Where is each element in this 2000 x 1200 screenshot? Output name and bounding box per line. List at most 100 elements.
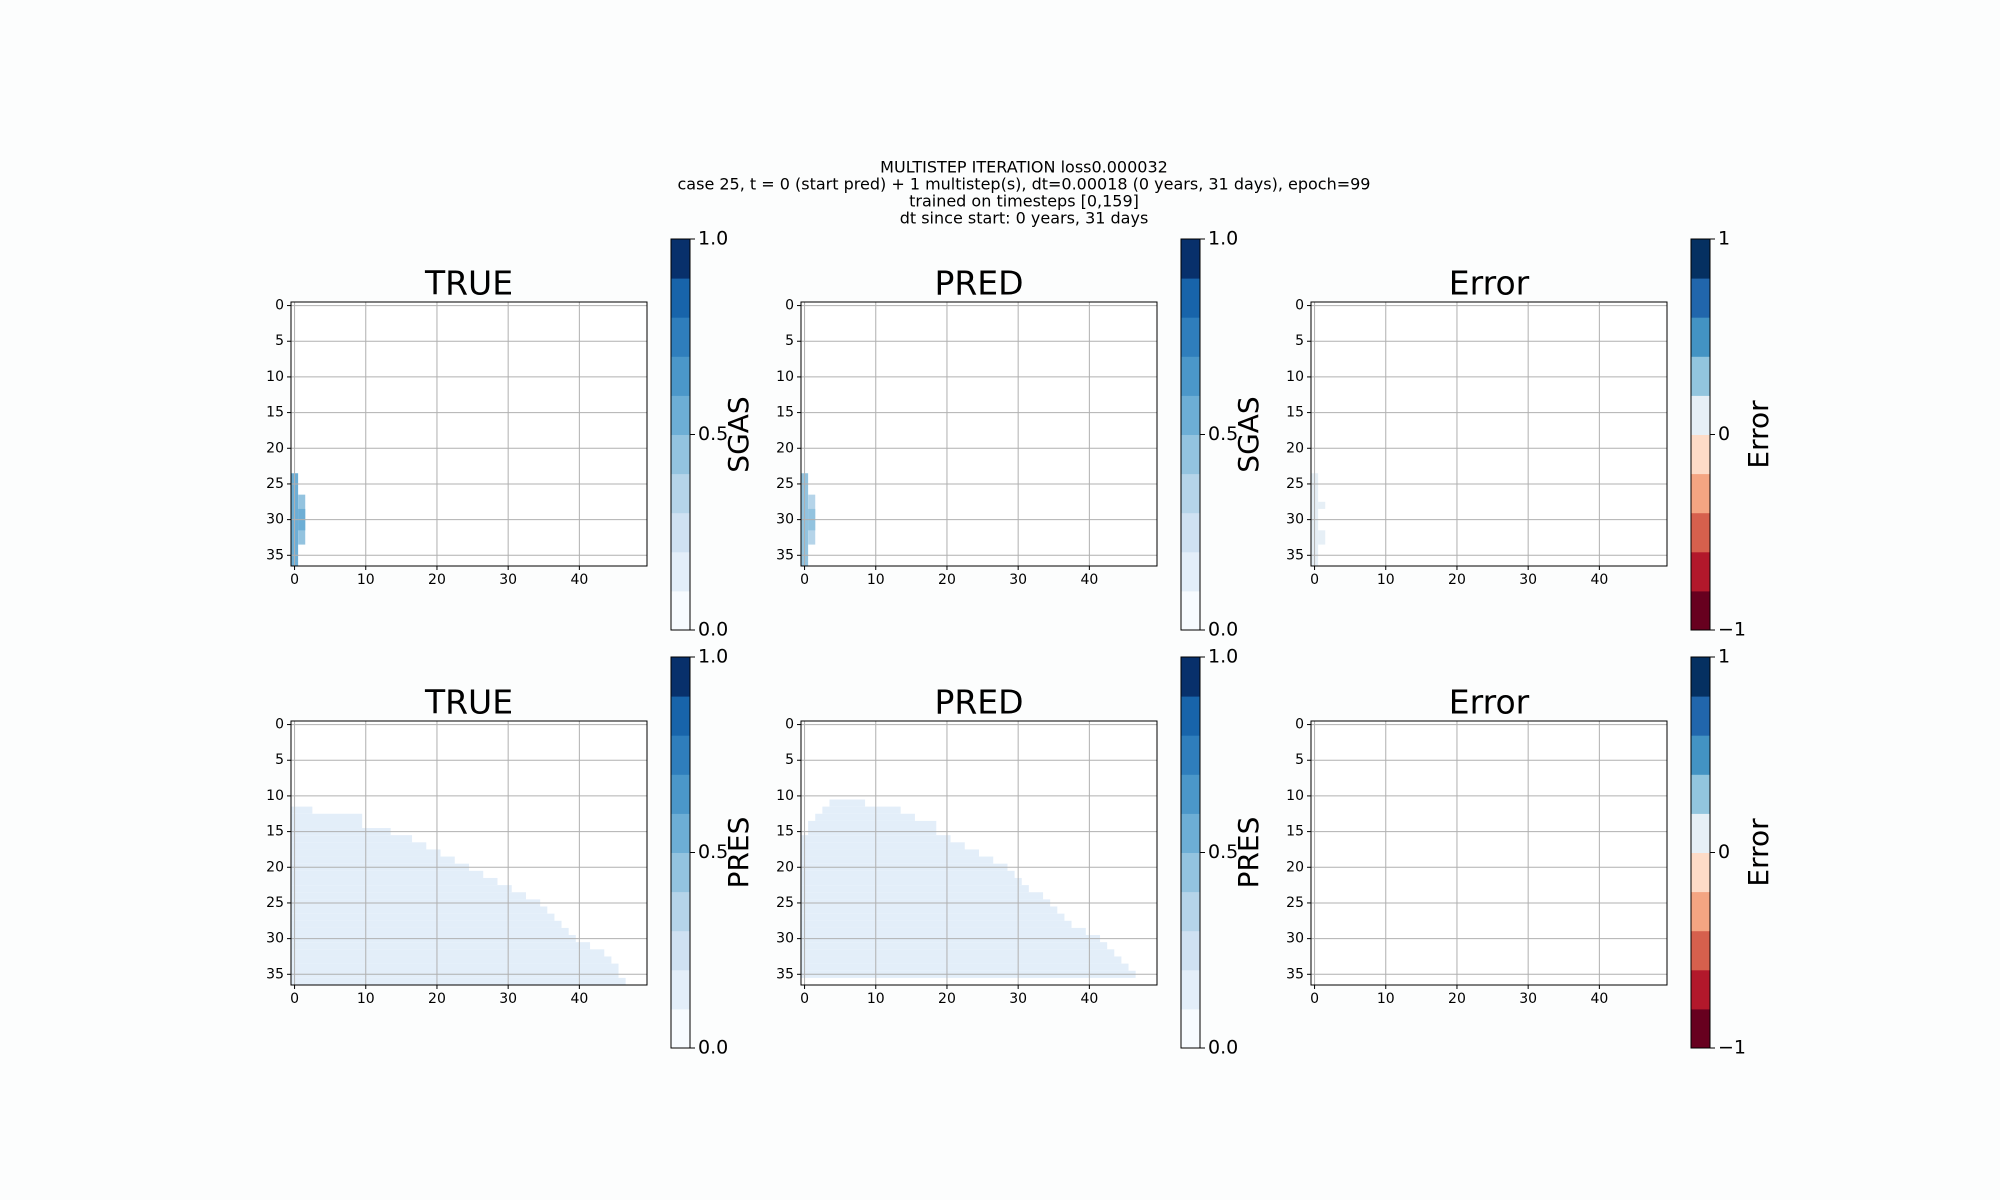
colorbar-band [1691,590,1710,631]
y-tick-label: 5 [1295,752,1304,768]
suptitle-line: MULTISTEP ITERATION loss0.000032 [880,158,1168,177]
y-tick-label: 15 [1286,405,1304,421]
x-tick-label: 40 [1590,572,1608,588]
axes-frame [1310,720,1668,986]
y-tick-label: 5 [1295,333,1304,349]
colorbar-band [1181,774,1200,814]
x-tick-label: 0 [290,991,299,1007]
colorbar-band [671,551,690,592]
heatmap-cell [291,942,591,950]
heatmap-cell [822,806,901,814]
colorbar-band [1181,891,1200,932]
colorbar-tick-label: 0.5 [1208,423,1238,445]
colorbar-band [671,590,690,631]
colorbar-band [671,891,690,932]
y-tick-label: 25 [1286,895,1304,911]
axes-title: PRED [934,683,1023,722]
heatmap-cell [291,956,612,964]
heatmap-cell [808,820,937,836]
heatmap-cell [801,849,979,857]
colorbar-label: SGAS [1232,396,1265,472]
heatmap-cell [291,906,548,914]
colorbar-band [671,473,690,514]
y-tick-label: 15 [1286,824,1304,840]
colorbar-band [671,434,690,475]
colorbar-band [1691,551,1710,592]
y-tick-label: 15 [776,824,794,840]
x-tick-label: 40 [1080,572,1098,588]
colorbar-tick-label: 0.5 [698,423,728,445]
x-tick-label: 30 [1009,572,1027,588]
heatmap-cell [801,920,1072,928]
colorbar-tick-label: 0.0 [698,1037,728,1059]
colorbar-band [1691,969,1710,1010]
colorbar-band [671,930,690,971]
axes-frame [800,301,1158,567]
heatmap-cell [801,927,1086,936]
y-tick-label: 10 [776,369,794,385]
colorbar-band [1691,395,1710,435]
suptitle-line: case 25, t = 0 (start pred) + 1 multiste… [678,175,1371,194]
x-tick-label: 10 [357,572,375,588]
colorbar-label: Error [1742,400,1775,469]
x-tick-label: 10 [867,991,885,1007]
x-tick-label: 40 [1080,991,1098,1007]
x-tick-label: 0 [1310,991,1319,1007]
colorbar-band [671,278,690,318]
colorbar-label: PRES [722,817,755,889]
colorbar-tick-label: 1.0 [1208,228,1238,250]
x-tick-label: 40 [570,991,588,1007]
x-tick-label: 30 [1519,572,1537,588]
heatmap-cell [291,870,484,878]
colorbar-band [671,813,690,853]
axes-background [1311,721,1667,985]
axes-background [801,302,1157,566]
colorbar-band [671,696,690,736]
y-tick-label: 10 [1286,369,1304,385]
axes-frame [800,720,1158,986]
y-tick-label: 0 [275,717,284,733]
colorbar-band [671,969,690,1010]
colorbar-band [671,657,690,697]
axes-title: Error [1449,264,1530,303]
x-tick-label: 10 [1377,572,1395,588]
heatmap-cell [801,842,965,850]
colorbar-tick-label: 0 [1718,841,1730,863]
x-tick-label: 0 [800,991,809,1007]
y-tick-label: 15 [266,824,284,840]
colorbar-band [671,317,690,357]
heatmap-cell [291,813,363,829]
colorbar-band [1181,590,1200,631]
axes-title: TRUE [424,264,513,303]
heatmap-cell [801,885,1029,893]
y-tick-label: 20 [266,859,284,875]
colorbar-band [1691,239,1710,279]
y-tick-label: 25 [266,895,284,911]
y-tick-label: 25 [1286,476,1304,492]
y-tick-label: 20 [776,440,794,456]
y-tick-label: 30 [776,512,794,528]
colorbar-band [671,239,690,279]
y-tick-label: 30 [266,512,284,528]
heatmap-cell [815,813,915,821]
y-tick-label: 5 [275,752,284,768]
y-tick-label: 20 [1286,859,1304,875]
axes-frame [1310,301,1668,567]
heatmap-cell [291,885,512,893]
colorbar-band [1691,317,1710,357]
colorbar-band [1691,813,1710,853]
y-tick-label: 25 [776,895,794,911]
axes-title: PRED [934,264,1023,303]
y-tick-label: 0 [785,717,794,733]
colorbar-tick-label: 1.0 [1208,646,1238,668]
colorbar-band [1691,434,1710,475]
colorbar-band [671,356,690,396]
x-tick-label: 0 [290,572,299,588]
y-tick-label: 20 [776,859,794,875]
y-tick-label: 20 [266,440,284,456]
y-tick-label: 25 [776,476,794,492]
x-tick-label: 20 [428,572,446,588]
heatmap-cell [291,949,605,957]
colorbar-band [1691,696,1710,736]
heatmap-cell [801,877,1022,886]
